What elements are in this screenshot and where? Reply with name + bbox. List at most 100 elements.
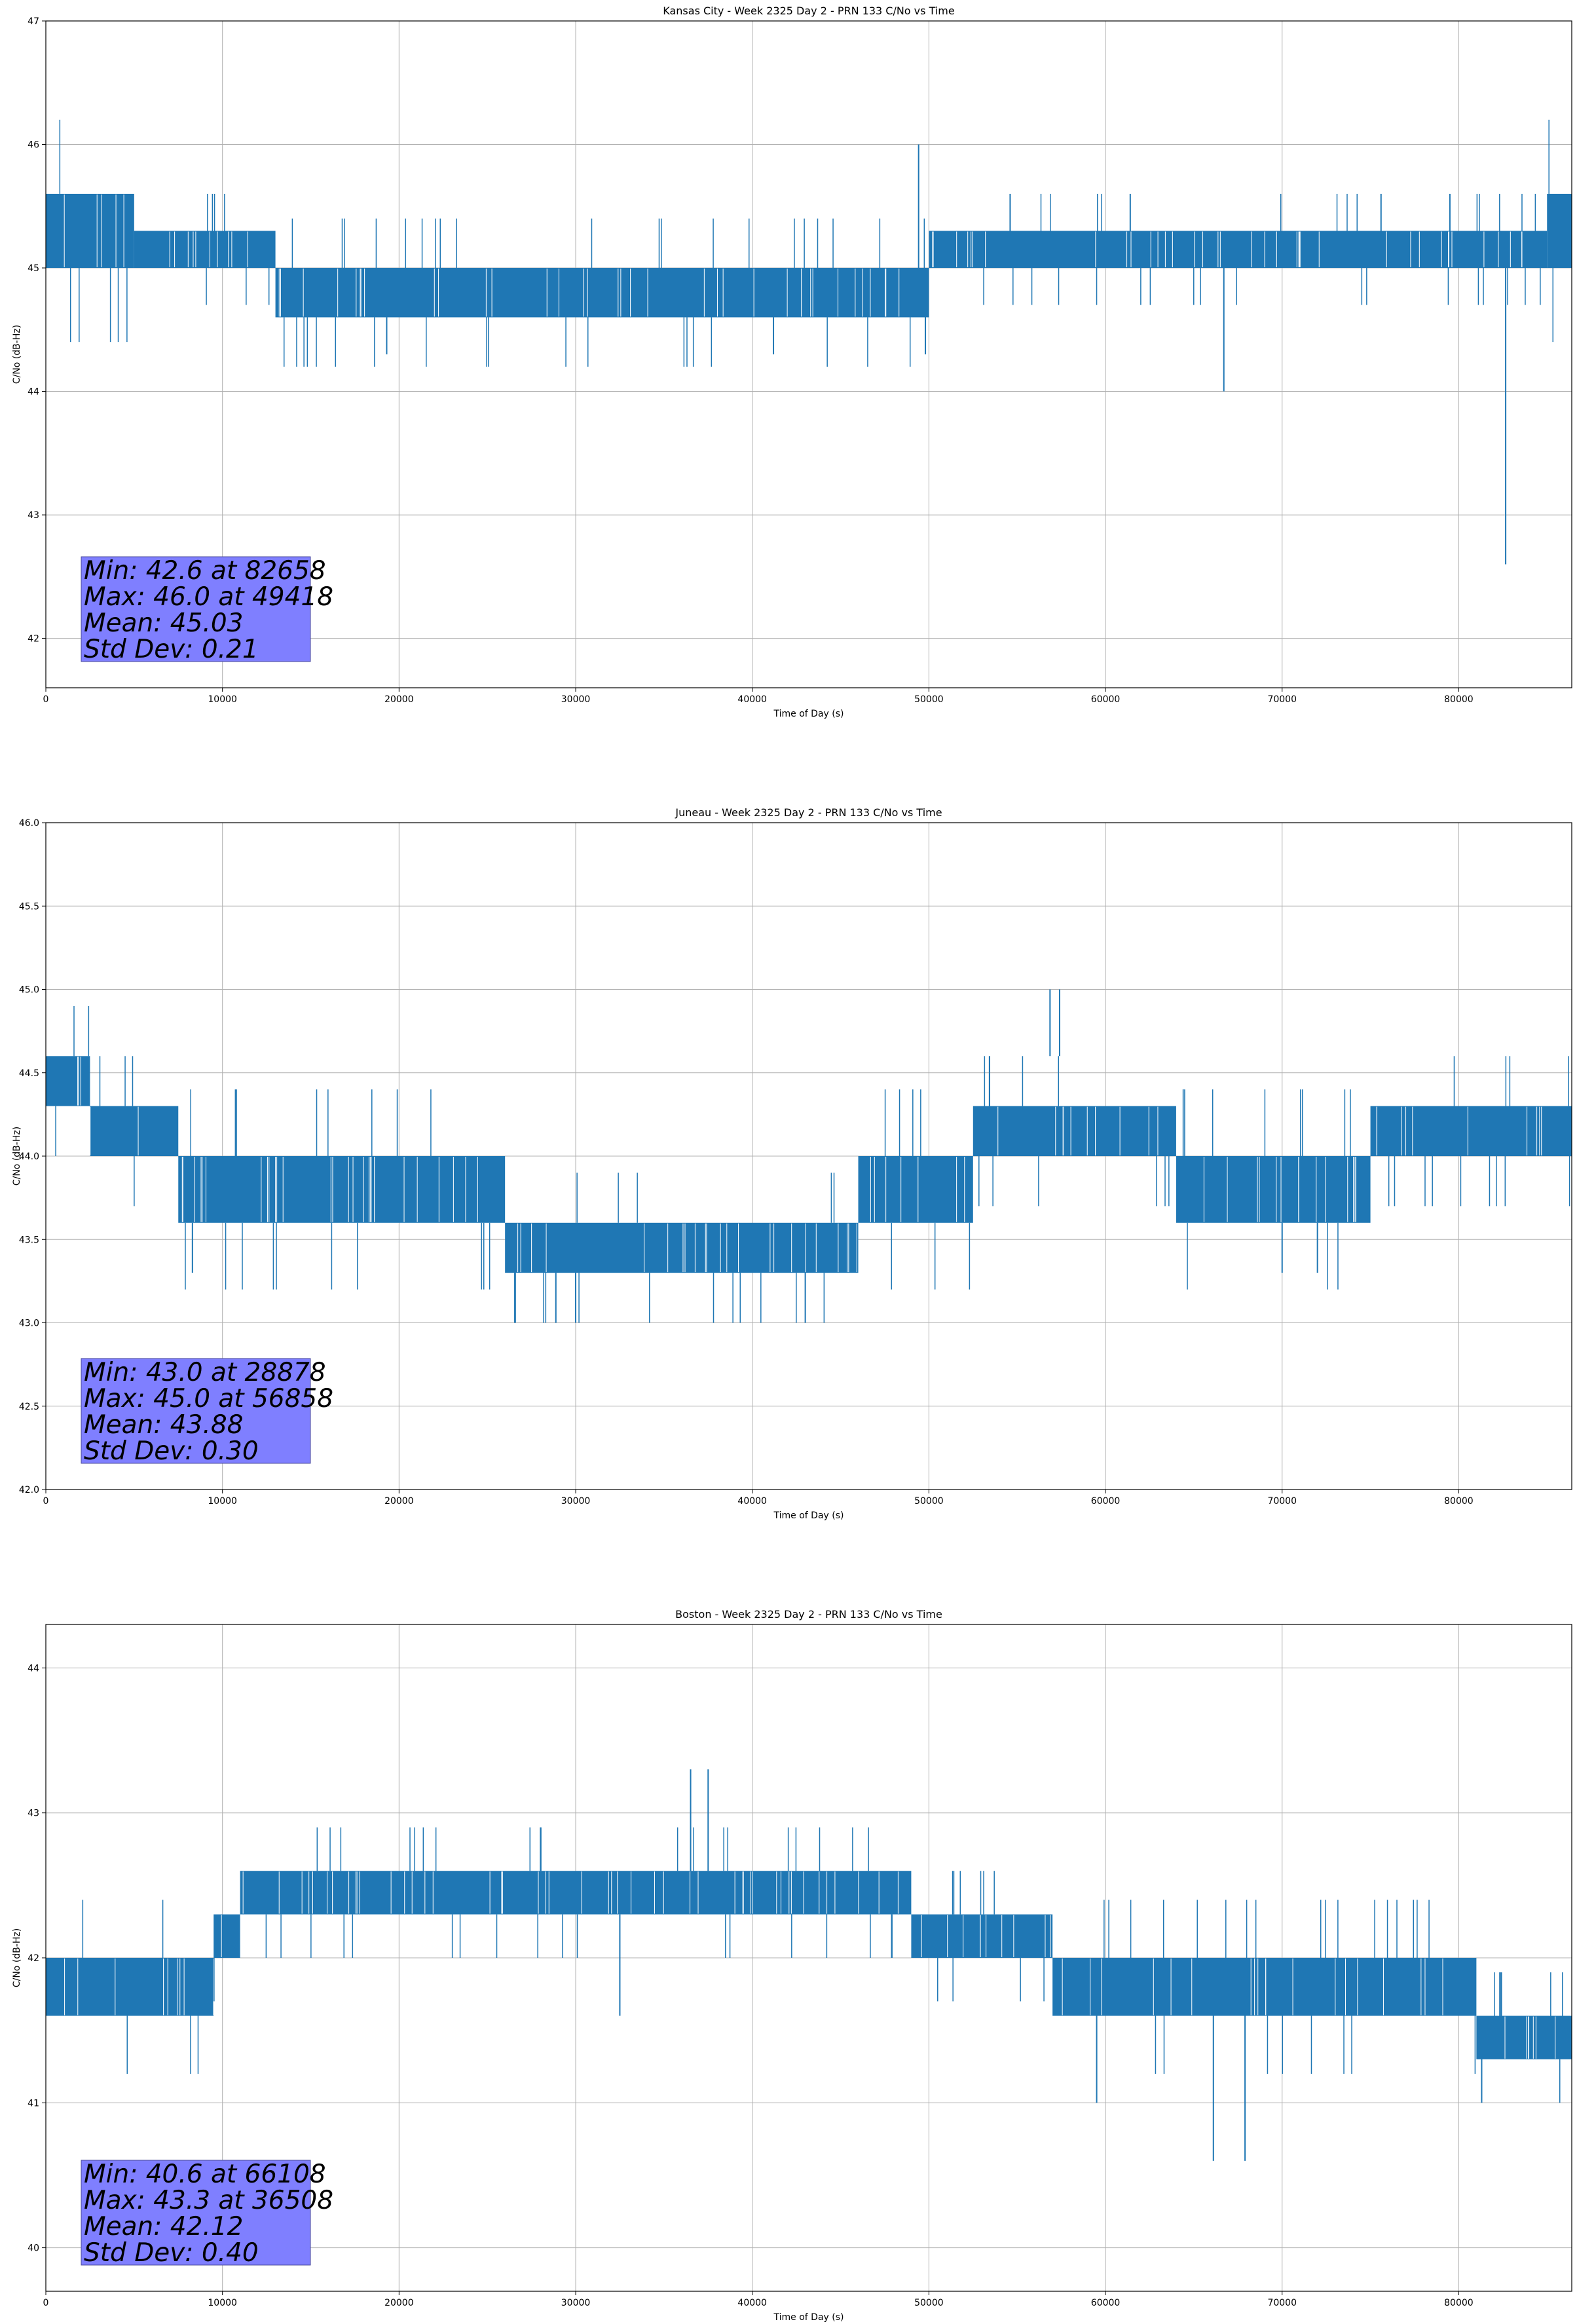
x-tick-label: 30000 bbox=[561, 2298, 591, 2308]
x-tick-label: 80000 bbox=[1444, 1496, 1474, 1507]
x-tick-label: 0 bbox=[43, 1496, 49, 1507]
x-axis-label: Time of Day (s) bbox=[773, 709, 844, 719]
x-tick-label: 10000 bbox=[208, 1496, 237, 1507]
x-tick-label: 60000 bbox=[1091, 1496, 1121, 1507]
stats-line: Mean: 42.12 bbox=[84, 2212, 243, 2241]
data-band bbox=[911, 1914, 1053, 1958]
y-tick-label: 46.0 bbox=[19, 818, 39, 829]
y-tick-label: 45.0 bbox=[19, 985, 39, 996]
x-tick-label: 20000 bbox=[384, 2298, 414, 2308]
stats-line: Std Dev: 0.40 bbox=[84, 2238, 259, 2268]
axes-frame bbox=[45, 822, 1572, 1490]
x-tick-label: 30000 bbox=[561, 694, 591, 705]
chart-1: Juneau - Week 2325 Day 2 - PRN 133 C/No … bbox=[12, 806, 1572, 1521]
stats-line: Min: 43.0 at 28878 bbox=[84, 1358, 326, 1387]
y-tick-label: 43.5 bbox=[19, 1235, 39, 1245]
x-tick-label: 0 bbox=[43, 694, 49, 705]
y-tick-label: 47 bbox=[28, 16, 39, 27]
x-axis-label: Time of Day (s) bbox=[773, 2312, 844, 2323]
series-line bbox=[46, 1769, 1572, 2161]
data-band bbox=[46, 1056, 90, 1106]
x-tick-label: 10000 bbox=[208, 2298, 237, 2308]
data-band bbox=[178, 1156, 506, 1223]
y-axis-label: C/No (dB-Hz) bbox=[12, 1928, 22, 1987]
y-tick-label: 42.0 bbox=[19, 1485, 39, 1495]
data-band bbox=[1370, 1106, 1572, 1156]
y-tick-label: 42 bbox=[28, 634, 39, 645]
y-tick-label: 44 bbox=[28, 387, 39, 398]
data-band bbox=[213, 1914, 240, 1958]
x-tick-label: 60000 bbox=[1091, 2298, 1121, 2308]
y-tick-label: 40 bbox=[28, 2243, 39, 2254]
chart-2: Boston - Week 2325 Day 2 - PRN 133 C/No … bbox=[12, 1608, 1572, 2323]
x-tick-label: 20000 bbox=[384, 694, 414, 705]
data-band bbox=[240, 1871, 912, 1915]
y-tick-label: 45 bbox=[28, 263, 39, 274]
stats-box bbox=[81, 556, 311, 662]
data-band bbox=[1052, 1958, 1477, 2016]
stats-line: Min: 42.6 at 82658 bbox=[84, 556, 326, 586]
chart-0: Kansas City - Week 2325 Day 2 - PRN 133 … bbox=[12, 5, 1572, 719]
x-tick-label: 10000 bbox=[208, 694, 237, 705]
y-tick-label: 43 bbox=[28, 1809, 39, 1819]
data-band bbox=[46, 193, 134, 269]
x-tick-label: 70000 bbox=[1267, 694, 1297, 705]
x-tick-label: 50000 bbox=[914, 2298, 944, 2308]
stats-line: Max: 46.0 at 49418 bbox=[84, 582, 333, 612]
x-tick-label: 40000 bbox=[737, 1496, 767, 1507]
y-tick-label: 46 bbox=[28, 140, 39, 151]
x-tick-label: 70000 bbox=[1267, 2298, 1297, 2308]
data-band bbox=[1176, 1156, 1371, 1223]
stats-box bbox=[81, 2160, 311, 2266]
x-tick-label: 30000 bbox=[561, 1496, 591, 1507]
series-line bbox=[46, 119, 1572, 565]
y-tick-label: 43.0 bbox=[19, 1319, 39, 1329]
x-tick-label: 0 bbox=[43, 2298, 49, 2308]
data-band bbox=[505, 1222, 859, 1273]
data-band bbox=[46, 1958, 214, 2016]
chart-title: Boston - Week 2325 Day 2 - PRN 133 C/No … bbox=[675, 1608, 942, 1621]
x-tick-label: 40000 bbox=[737, 694, 767, 705]
data-band bbox=[275, 268, 929, 318]
x-axis-label: Time of Day (s) bbox=[773, 1510, 844, 1521]
stats-line: Std Dev: 0.21 bbox=[84, 635, 259, 664]
y-tick-label: 45.5 bbox=[19, 901, 39, 912]
data-band bbox=[90, 1106, 179, 1156]
stats-line: Min: 40.6 at 66108 bbox=[84, 2160, 326, 2189]
data-band bbox=[973, 1106, 1176, 1156]
stats-line: Mean: 45.03 bbox=[84, 609, 243, 638]
y-axis-label: C/No (dB-Hz) bbox=[12, 1127, 22, 1186]
stats-box bbox=[81, 1358, 311, 1464]
stats-line: Max: 45.0 at 56858 bbox=[84, 1384, 333, 1414]
x-tick-label: 60000 bbox=[1091, 694, 1121, 705]
y-tick-label: 41 bbox=[28, 2098, 39, 2108]
stats-line: Max: 43.3 at 36508 bbox=[84, 2186, 333, 2215]
x-tick-label: 80000 bbox=[1444, 694, 1474, 705]
data-band bbox=[858, 1156, 973, 1223]
x-tick-label: 50000 bbox=[914, 694, 944, 705]
data-band bbox=[134, 231, 276, 269]
axes-frame bbox=[45, 1624, 1572, 2292]
y-tick-label: 44 bbox=[28, 1663, 39, 1674]
y-tick-label: 44.0 bbox=[19, 1152, 39, 1162]
series-line bbox=[46, 989, 1572, 1323]
x-tick-label: 50000 bbox=[914, 1496, 944, 1507]
data-band bbox=[1476, 2015, 1572, 2059]
axes-frame bbox=[45, 20, 1572, 688]
stats-line: Mean: 43.88 bbox=[84, 1410, 243, 1440]
x-tick-label: 80000 bbox=[1444, 2298, 1474, 2308]
y-tick-label: 43 bbox=[28, 510, 39, 521]
x-tick-label: 70000 bbox=[1267, 1496, 1297, 1507]
y-tick-label: 42.5 bbox=[19, 1402, 39, 1412]
x-tick-label: 20000 bbox=[384, 1496, 414, 1507]
y-tick-label: 44.5 bbox=[19, 1068, 39, 1079]
y-axis-label: C/No (dB-Hz) bbox=[12, 325, 22, 384]
y-tick-label: 42 bbox=[28, 1953, 39, 1964]
stats-line: Std Dev: 0.30 bbox=[84, 1436, 259, 1466]
chart-title: Juneau - Week 2325 Day 2 - PRN 133 C/No … bbox=[675, 806, 942, 819]
chart-title: Kansas City - Week 2325 Day 2 - PRN 133 … bbox=[663, 5, 954, 17]
x-tick-label: 40000 bbox=[737, 2298, 767, 2308]
data-band bbox=[1547, 193, 1572, 269]
data-band bbox=[929, 231, 1548, 269]
